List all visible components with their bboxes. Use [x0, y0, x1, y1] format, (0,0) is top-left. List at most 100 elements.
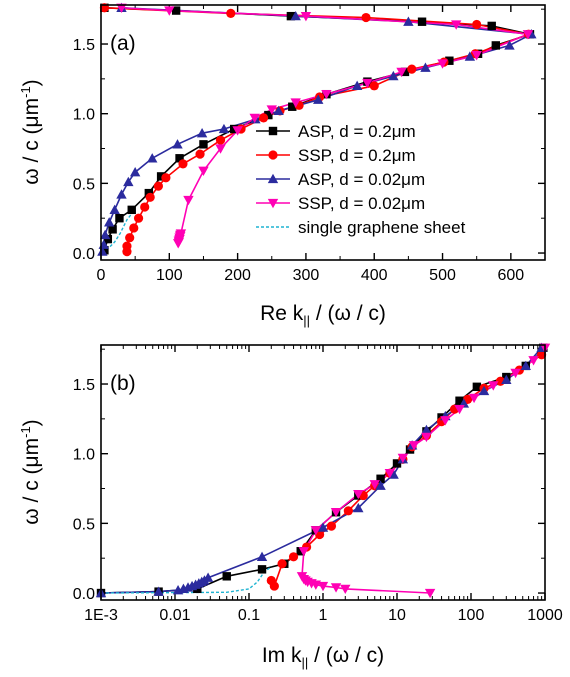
panel-b-data-point	[408, 441, 420, 451]
panel-a-data-point	[127, 205, 136, 215]
panel-b-markers	[95, 342, 551, 599]
panel-a-ytick-label: 1.0	[73, 107, 95, 124]
panel-a-data-point	[437, 59, 448, 69]
panel-a-data-point	[321, 90, 332, 100]
panel-a-xtick-label: 300	[293, 267, 320, 284]
panel-a-data-point	[123, 176, 134, 187]
panel-a-data-point	[153, 181, 163, 191]
panel-b-data-point	[310, 526, 322, 536]
panel-a-xtick: 200	[224, 5, 251, 284]
panel-b-data-point	[528, 356, 539, 366]
panel-a-ytick-label: 0.0	[73, 246, 95, 263]
panel-b-xtick-label: 1E-3	[84, 607, 118, 624]
panel-a-xtick: 600	[497, 5, 524, 284]
panel-a-data-point	[300, 11, 312, 22]
panel-b-data-point	[501, 374, 512, 384]
panel-a-data-point	[313, 94, 324, 104]
panel-a-data-point	[175, 229, 187, 239]
panel-a-data-point	[199, 140, 208, 149]
panel-b-data-point	[202, 572, 214, 582]
panel-a-xtick-label: 100	[156, 267, 183, 284]
panel-a-ytick: 1.0	[73, 107, 545, 124]
panel-a-data-point	[396, 67, 407, 78]
panel-b-xtick: 1	[319, 345, 328, 624]
panel-a-data-point	[273, 105, 284, 116]
panel-a-ytick-label: 0.5	[73, 176, 95, 193]
panel-b-data-point	[488, 381, 499, 391]
panel-b-data-point	[472, 382, 482, 392]
panel-a-data-point	[288, 102, 297, 111]
legend-swatch-marker	[267, 173, 279, 184]
panel-a-data-point	[171, 6, 181, 15]
legend-swatch-marker	[268, 150, 278, 160]
panel-a-data-point	[99, 229, 111, 240]
panel-a-data-point	[362, 78, 373, 89]
panel-b-xlabel: Im k|| / (ω / c)	[262, 644, 384, 670]
panel-a-ticks: 0 100 200 300 400 500 600 0.0 0.5 1.0 1.5	[73, 5, 545, 284]
panel-b-xtick-label: 100	[458, 607, 485, 624]
panel-b-data-point	[520, 360, 531, 371]
panel-a-xtick-label: 200	[224, 267, 251, 284]
panel-b-data-point	[353, 502, 364, 513]
panel-a-data-point	[140, 202, 150, 212]
legend-entry: single graphene sheet	[256, 218, 466, 237]
panel-a-data-point	[195, 149, 205, 159]
panel-a-data-point	[145, 192, 155, 202]
panel-b-xtick: 100	[458, 345, 485, 624]
panel-b-xtick: 0.1	[238, 345, 260, 624]
legend-label: ASP, d = 0.02μm	[298, 170, 425, 189]
legend-label: ASP, d = 0.2μm	[298, 122, 416, 141]
panel-b-xtick-label: 1	[319, 607, 328, 624]
panel-b-data-point	[388, 469, 399, 479]
panel-a-markers	[97, 2, 537, 257]
panel-a-data-point	[198, 166, 209, 177]
panel-a-data-point	[504, 40, 515, 50]
panel-a-data-point	[266, 105, 277, 115]
panel-b-ytick: 1.5	[73, 377, 545, 394]
panel-a-xtick-label: 600	[497, 267, 524, 284]
panel-a-data-point	[97, 246, 108, 256]
panel-b-data-point	[421, 432, 432, 443]
panel-a-xtick: 400	[361, 5, 388, 284]
panel-b-data-point	[317, 581, 329, 592]
panel-b-data-point	[468, 393, 480, 404]
panel-b-data-point	[537, 350, 547, 360]
panel-b-data-point	[288, 552, 299, 562]
panel-a-data-point	[361, 12, 371, 23]
legend-swatch-marker	[267, 198, 279, 209]
panel-a-data-point	[388, 70, 399, 81]
panel-a-ytick: 0.5	[73, 176, 545, 193]
legend-label: SSP, d = 0.02μm	[298, 194, 425, 213]
panel-a-data-point	[522, 30, 534, 40]
panel-a-data-point	[286, 11, 296, 21]
panel-a-xtick: 500	[429, 5, 456, 284]
panel-a-ylabel: ω / c (μm-1)	[18, 79, 43, 184]
panel-a-data-point	[464, 51, 476, 61]
panel-a-xtick-label: 0	[97, 267, 106, 284]
panel-a-data-point	[103, 234, 113, 244]
panel-a-data-point	[103, 217, 115, 227]
panel-b-data-point	[397, 453, 409, 464]
panel-b-xtick-label: 0.01	[159, 607, 190, 624]
panel-a-data-point	[471, 51, 482, 61]
panel-b-data-point	[298, 547, 309, 557]
panel-b-data-point	[257, 565, 267, 574]
panel-b-data-point	[454, 404, 465, 415]
panel-b-data-point	[222, 572, 231, 581]
panel-b-data-point	[296, 572, 308, 582]
panel-a-data-point	[122, 241, 132, 251]
panel-a-data-point	[129, 167, 141, 177]
panel-b-ylabel: ω / c (μm-1)	[18, 419, 43, 524]
panel-a-data-point	[472, 19, 482, 30]
panel-b-frame	[100, 344, 546, 601]
panel-a-data-point	[487, 21, 496, 31]
panel-a-data-point	[115, 213, 124, 223]
panel-b-data-point	[384, 469, 396, 479]
panel-b-data-point	[353, 489, 364, 500]
panel-a: 0 100 200 300 400 500 600 0.0 0.5 1.0 1.5 (a) Re k…	[18, 2, 546, 328]
panel-a-frame	[100, 4, 546, 261]
panel-b-data-point	[153, 586, 164, 596]
panel-a-data-point	[133, 213, 144, 223]
panel-a-xtick: 300	[293, 5, 320, 284]
panel-a-data-point	[403, 16, 414, 26]
